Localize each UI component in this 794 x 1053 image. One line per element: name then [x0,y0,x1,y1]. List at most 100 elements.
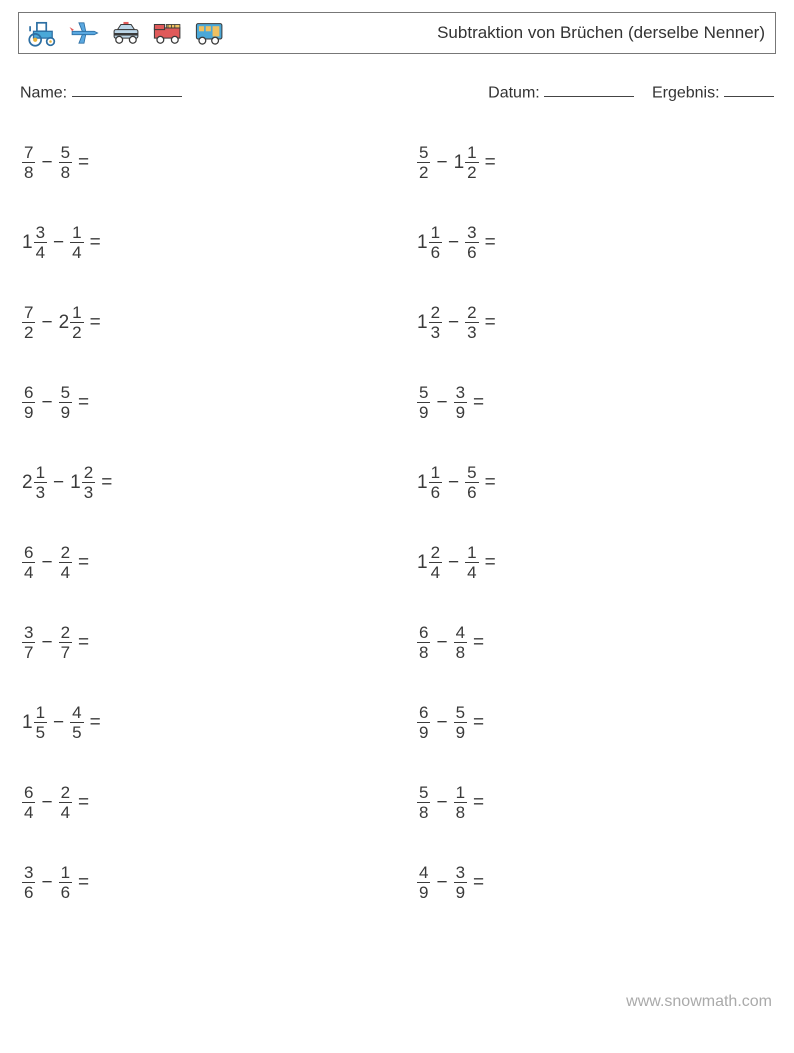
numerator: 6 [22,784,35,801]
fraction: 16 [429,224,442,261]
fraction: 14 [70,224,83,261]
airplane-icon [67,18,101,48]
denominator: 5 [34,724,47,741]
fraction-term: 134 [22,224,47,261]
fraction: 59 [59,384,72,421]
fraction-term: 116 [417,224,442,261]
minus-operator: − [448,233,459,252]
numerator: 4 [417,864,430,881]
denominator: 8 [59,164,72,181]
fraction-term: 69 [22,384,35,421]
fraction: 64 [22,544,35,581]
denominator: 9 [417,724,430,741]
fraction-term: 116 [417,464,442,501]
numerator: 5 [417,784,430,801]
problem: 69−59= [417,700,772,744]
numerator: 6 [417,704,430,721]
fraction-term: 24 [59,784,72,821]
fraction: 69 [22,384,35,421]
numerator: 1 [70,304,83,321]
denominator: 4 [59,564,72,581]
denominator: 4 [59,804,72,821]
denominator: 6 [22,884,35,901]
numerator: 2 [59,624,72,641]
fraction: 27 [59,624,72,661]
problem: 36−16= [22,860,377,904]
numerator: 2 [465,304,478,321]
problem: 52−112= [417,140,772,184]
numerator: 1 [34,464,47,481]
minus-operator: − [436,633,447,652]
fraction: 23 [429,304,442,341]
name-label: Name: [20,84,67,101]
denominator: 8 [454,804,467,821]
whole-number: 1 [22,233,33,252]
numerator: 2 [82,464,95,481]
fraction-term: 124 [417,544,442,581]
equals-sign: = [101,473,112,492]
fraction-term: 123 [70,464,95,501]
fraction: 13 [34,464,47,501]
fraction: 14 [465,544,478,581]
date-blank[interactable] [544,82,634,97]
equals-sign: = [473,793,484,812]
problem: 213−123= [22,460,377,504]
numerator: 5 [59,144,72,161]
fraction: 16 [59,864,72,901]
date-label: Datum: [488,84,540,101]
fraction-term: 59 [59,384,72,421]
numerator: 6 [417,624,430,641]
name-blank[interactable] [72,82,182,97]
problem: 69−59= [22,380,377,424]
problem: 72−212= [22,300,377,344]
fraction: 34 [34,224,47,261]
fraction-term: 78 [22,144,35,181]
denominator: 8 [417,804,430,821]
denominator: 6 [465,244,478,261]
minus-operator: − [53,713,64,732]
fraction-term: 36 [465,224,478,261]
bus-icon [193,18,227,48]
numerator: 1 [34,704,47,721]
minus-operator: − [436,793,447,812]
denominator: 6 [429,484,442,501]
fraction-term: 52 [417,144,430,181]
denominator: 7 [22,644,35,661]
fraction: 36 [22,864,35,901]
equals-sign: = [485,553,496,572]
equals-sign: = [90,313,101,332]
fraction-term: 213 [22,464,47,501]
problem: 68−48= [417,620,772,664]
problem: 116−36= [417,220,772,264]
numerator: 3 [34,224,47,241]
fraction-term: 48 [454,624,467,661]
denominator: 4 [22,564,35,581]
fraction-term: 27 [59,624,72,661]
fraction: 18 [454,784,467,821]
equals-sign: = [485,473,496,492]
minus-operator: − [448,313,459,332]
result-blank[interactable] [724,82,774,97]
fire-truck-icon [151,18,185,48]
denominator: 3 [465,324,478,341]
fraction-term: 59 [454,704,467,741]
denominator: 8 [454,644,467,661]
whole-number: 1 [417,473,428,492]
numerator: 1 [429,224,442,241]
problem: 78−58= [22,140,377,184]
minus-operator: − [41,873,52,892]
fraction-term: 58 [59,144,72,181]
denominator: 9 [454,884,467,901]
fraction: 12 [70,304,83,341]
equals-sign: = [473,393,484,412]
fraction: 59 [417,384,430,421]
problem: 116−56= [417,460,772,504]
whole-number: 1 [70,473,81,492]
minus-operator: − [41,793,52,812]
fraction: 36 [465,224,478,261]
fraction: 24 [59,784,72,821]
tractor-icon [25,18,59,48]
denominator: 7 [59,644,72,661]
fraction-term: 212 [59,304,84,341]
denominator: 6 [465,484,478,501]
